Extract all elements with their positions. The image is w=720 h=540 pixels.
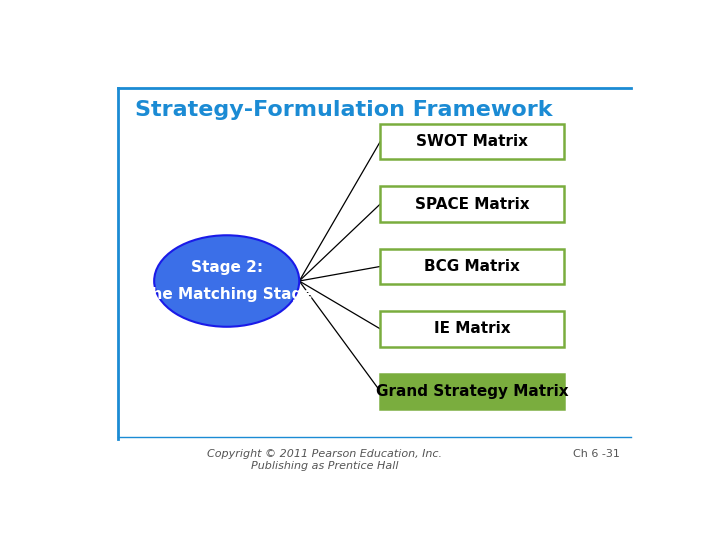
FancyBboxPatch shape	[380, 249, 564, 284]
Text: IE Matrix: IE Matrix	[434, 321, 510, 336]
FancyBboxPatch shape	[380, 311, 564, 347]
Text: Copyright © 2011 Pearson Education, Inc.
Publishing as Prentice Hall: Copyright © 2011 Pearson Education, Inc.…	[207, 449, 442, 471]
FancyBboxPatch shape	[380, 124, 564, 159]
Text: SPACE Matrix: SPACE Matrix	[415, 197, 529, 212]
Text: SWOT Matrix: SWOT Matrix	[416, 134, 528, 149]
FancyBboxPatch shape	[380, 374, 564, 409]
FancyBboxPatch shape	[380, 186, 564, 222]
Text: Grand Strategy Matrix: Grand Strategy Matrix	[376, 384, 569, 399]
Text: Ch 6 -31: Ch 6 -31	[573, 449, 620, 460]
Ellipse shape	[154, 235, 300, 327]
Text: Stage 2:: Stage 2:	[191, 260, 263, 275]
Text: Strategy-Formulation Framework: Strategy-Formulation Framework	[135, 100, 552, 120]
Text: BCG Matrix: BCG Matrix	[424, 259, 520, 274]
Text: The Matching Stage: The Matching Stage	[141, 287, 312, 302]
